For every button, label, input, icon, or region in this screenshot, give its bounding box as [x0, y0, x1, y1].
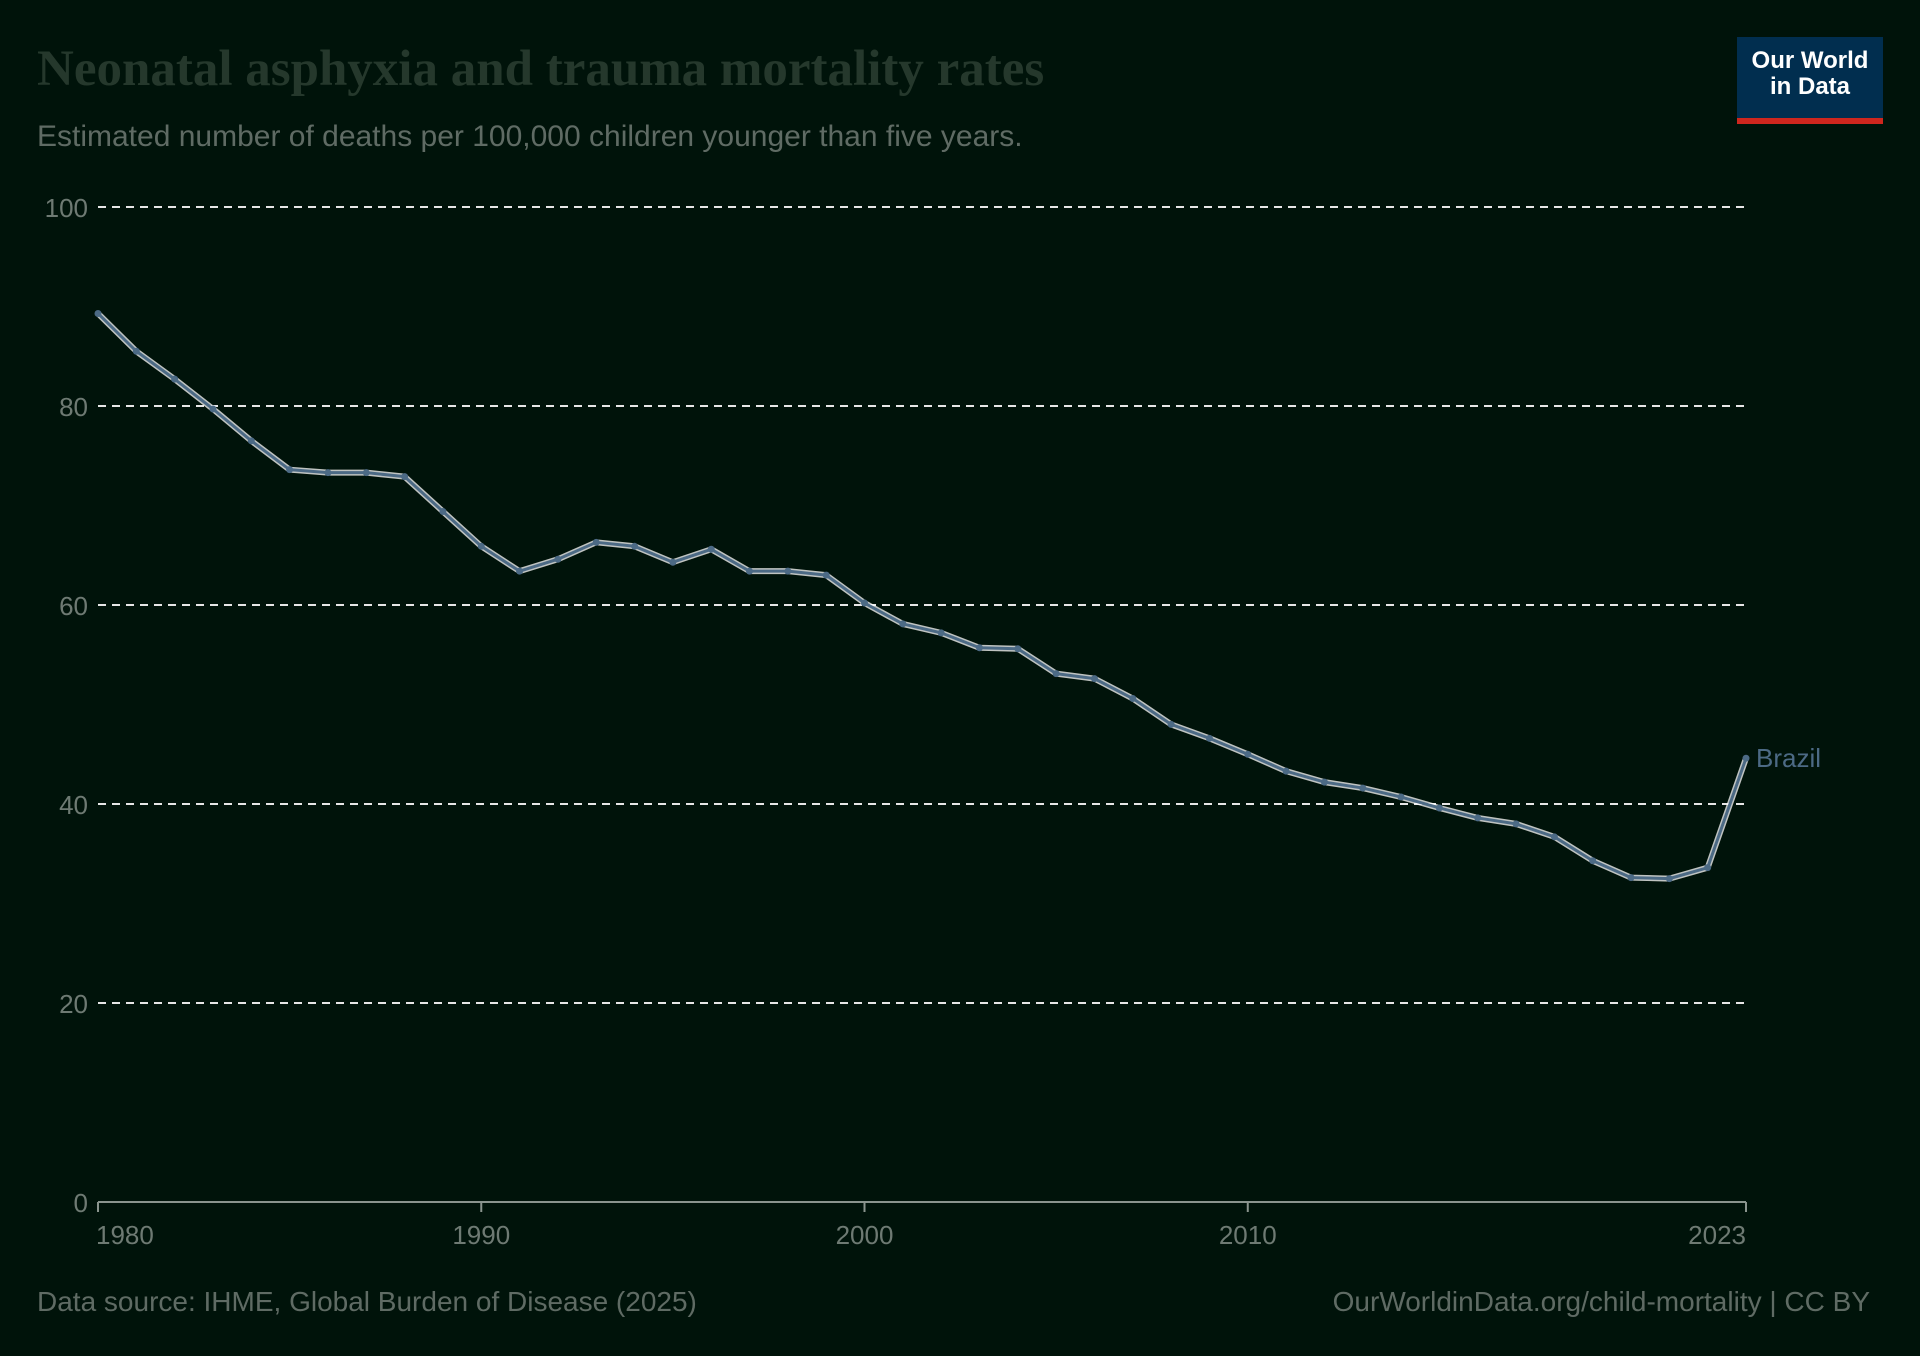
data-point[interactable] [1397, 793, 1405, 801]
data-point[interactable] [554, 555, 562, 563]
data-point[interactable] [286, 466, 294, 474]
data-point[interactable] [439, 507, 447, 515]
data-point[interactable] [861, 599, 869, 607]
y-axis-ticks: 0 20 40 60 80 100 [45, 193, 88, 1218]
data-point[interactable] [1704, 864, 1712, 872]
y-tick-label: 40 [59, 790, 88, 820]
series-group: Brazil [94, 309, 1821, 883]
data-source: Data source: IHME, Global Burden of Dise… [37, 1286, 697, 1317]
logo-line-1: Our World [1751, 47, 1869, 74]
grid-lines [98, 206, 1746, 1004]
data-point[interactable] [1435, 804, 1443, 812]
data-point[interactable] [516, 567, 524, 575]
data-point[interactable] [1205, 734, 1213, 742]
data-point[interactable] [1090, 675, 1098, 683]
x-tick-label: 2000 [836, 1220, 894, 1250]
data-point[interactable] [592, 538, 600, 546]
source-link[interactable]: OurWorldinData.org/child-mortality | CC … [1332, 1286, 1870, 1317]
data-point[interactable] [171, 375, 179, 383]
data-point[interactable] [1244, 750, 1252, 758]
y-tick-label: 100 [45, 193, 88, 223]
data-point[interactable] [1512, 820, 1520, 828]
data-point[interactable] [362, 469, 370, 477]
data-point[interactable] [822, 571, 830, 579]
data-point[interactable] [247, 437, 255, 445]
series-line[interactable] [96, 311, 1748, 881]
data-point[interactable] [1665, 875, 1673, 883]
data-point[interactable] [132, 347, 140, 355]
x-tick-label: 2023 [1688, 1220, 1746, 1250]
data-point[interactable] [477, 542, 485, 550]
data-point[interactable] [899, 620, 907, 628]
data-point[interactable] [784, 567, 792, 575]
data-point[interactable] [94, 309, 102, 317]
data-point[interactable] [324, 469, 332, 477]
data-point[interactable] [209, 405, 217, 413]
x-tick-label: 1980 [96, 1220, 154, 1250]
logo-line-2: in Data [1769, 73, 1850, 100]
data-point[interactable] [937, 629, 945, 637]
data-point[interactable] [1627, 874, 1635, 882]
chart-title: Neonatal asphyxia and trauma mortality r… [37, 41, 1045, 97]
data-point[interactable] [1550, 833, 1558, 841]
y-tick-label: 60 [59, 591, 88, 621]
x-tick-label: 1990 [452, 1220, 510, 1250]
chart-subtitle: Estimated number of deaths per 100,000 c… [37, 120, 1023, 153]
data-point[interactable] [631, 542, 639, 550]
data-point[interactable] [1282, 767, 1290, 775]
data-point[interactable] [746, 567, 754, 575]
data-point[interactable] [1589, 857, 1597, 865]
data-point[interactable] [1014, 645, 1022, 653]
x-tick-label: 2010 [1219, 1220, 1277, 1250]
data-point[interactable] [669, 558, 677, 566]
data-point[interactable] [401, 473, 409, 481]
y-tick-label: 20 [59, 989, 88, 1019]
y-tick-label: 0 [74, 1188, 88, 1218]
data-point[interactable] [1359, 784, 1367, 792]
data-point[interactable] [1052, 670, 1060, 678]
logo-accent-bar [1737, 118, 1883, 124]
x-axis-ticks: 1980 1990 2000 2010 2023 [96, 1202, 1747, 1250]
data-point[interactable] [975, 644, 983, 652]
data-point[interactable] [1320, 778, 1328, 786]
series-label[interactable]: Brazil [1756, 743, 1821, 773]
data-point[interactable] [1742, 754, 1750, 762]
data-point[interactable] [1167, 720, 1175, 728]
owid-logo[interactable]: Our World in Data [1737, 37, 1883, 124]
data-point[interactable] [1129, 695, 1137, 703]
series-line-halo [95, 310, 1749, 882]
data-point[interactable] [707, 545, 715, 553]
y-tick-label: 80 [59, 392, 88, 422]
data-point[interactable] [1474, 814, 1482, 822]
